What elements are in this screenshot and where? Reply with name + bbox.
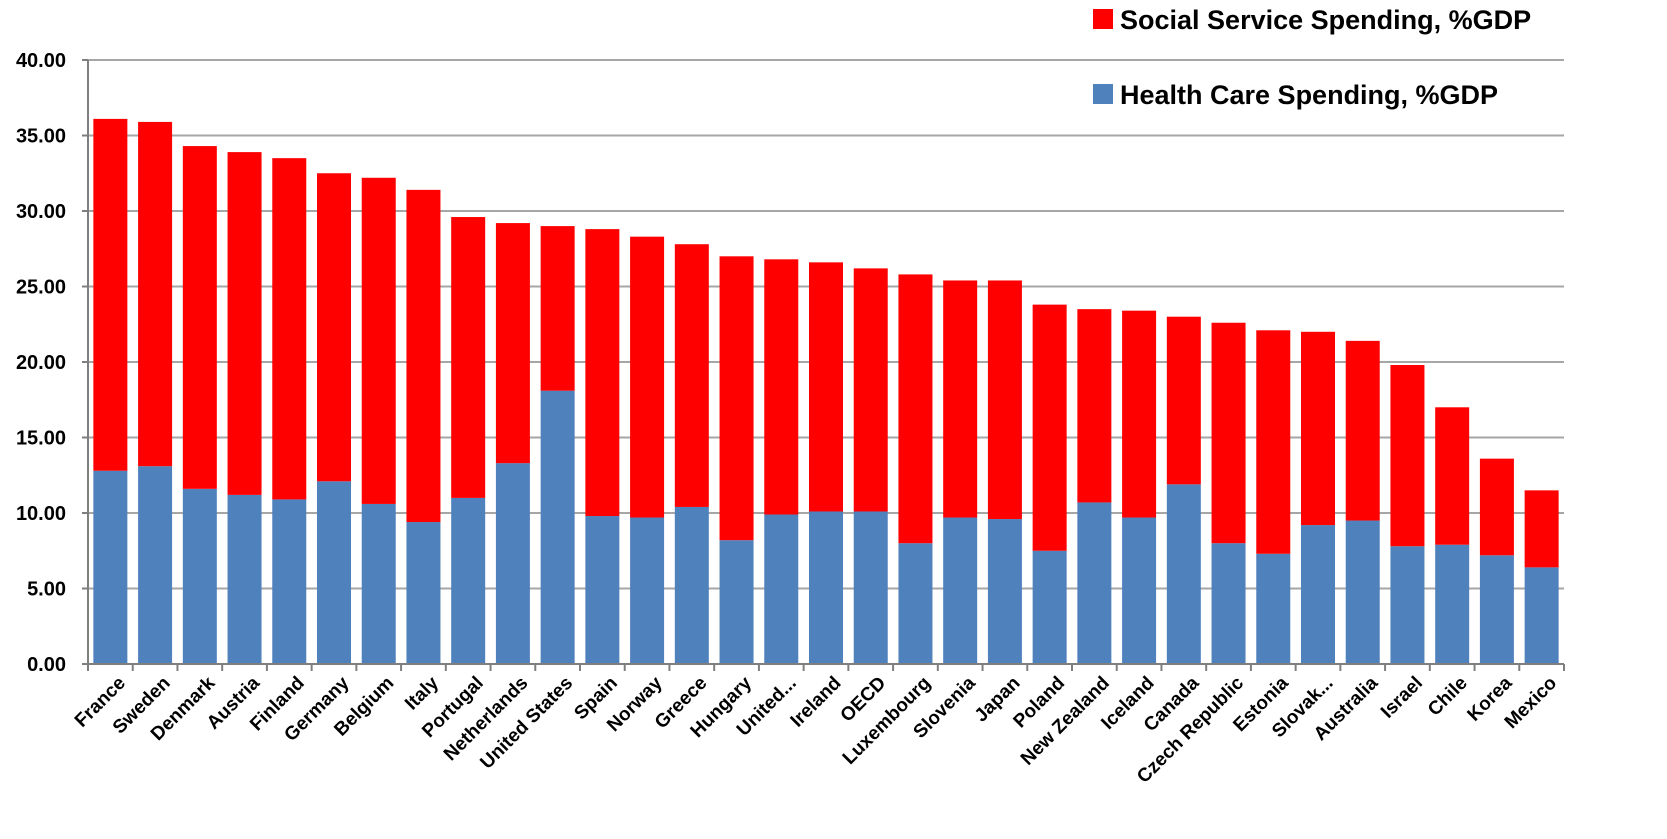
y-tick-label: 0.00 — [27, 654, 66, 676]
bar-health-care — [317, 481, 351, 664]
bar-social-service — [1166, 316, 1201, 485]
bar-social-service — [93, 118, 128, 471]
bar-social-service — [1390, 365, 1425, 547]
bar-social-service — [719, 256, 754, 541]
bar-social-service — [1032, 304, 1067, 551]
category-label: Chile — [1424, 673, 1472, 721]
bar-social-service — [317, 173, 351, 482]
bar-social-service — [1479, 458, 1514, 556]
bar-health-care — [1166, 484, 1201, 664]
bar-social-service — [853, 268, 888, 512]
bar-health-care — [406, 522, 441, 664]
bar-health-care — [898, 543, 933, 664]
bar-health-care — [495, 463, 530, 664]
bar-health-care — [1032, 550, 1067, 664]
bar-social-service — [1301, 331, 1335, 526]
axes — [82, 59, 1565, 671]
y-tick-label: 10.00 — [16, 503, 66, 525]
y-axis-ticks: 0.00 5.00 10.00 15.00 20.00 25.00 30.00 35.00 40… — [16, 50, 66, 676]
legend: Social Service Spending, %GDP Health Care… — [1093, 5, 1531, 110]
bar-social-service — [1524, 490, 1559, 568]
bar-health-care — [227, 494, 262, 664]
bar-health-care — [1122, 517, 1157, 664]
bar-health-care — [1479, 555, 1514, 664]
bar-health-care — [540, 390, 575, 664]
bar-health-care — [809, 511, 843, 664]
y-tick-label: 5.00 — [27, 579, 66, 601]
bar-health-care — [272, 499, 307, 664]
y-tick-label: 20.00 — [16, 352, 66, 374]
bar-social-service — [540, 226, 575, 391]
x-axis-labels: FranceSwedenDenmarkAustriaFinlandGermany… — [71, 672, 1561, 787]
bar-health-care — [1077, 502, 1112, 664]
y-tick-label: 25.00 — [16, 277, 66, 299]
y-tick-label: 35.00 — [16, 126, 66, 148]
y-tick-label: 30.00 — [16, 201, 66, 223]
bar-social-service — [1077, 309, 1112, 503]
bar-social-service — [451, 217, 486, 498]
bar-social-service — [272, 158, 307, 500]
bar-social-service — [361, 177, 396, 504]
bar-social-service — [406, 189, 441, 523]
bar-health-care — [138, 466, 173, 664]
bar-social-service — [630, 236, 665, 518]
bar-social-service — [585, 229, 620, 517]
bar-health-care — [451, 497, 486, 664]
bar-health-care — [987, 519, 1022, 664]
bar-social-service — [764, 259, 799, 515]
bar-social-service — [138, 121, 173, 467]
bar-health-care — [674, 506, 709, 664]
bar-health-care — [1211, 543, 1246, 664]
bar-social-service — [1256, 330, 1291, 554]
y-tick-label: 15.00 — [16, 428, 66, 450]
bar-health-care — [1301, 525, 1335, 664]
bar-social-service — [674, 244, 709, 507]
bars — [93, 118, 1559, 664]
bar-social-service — [898, 274, 933, 544]
bar-health-care — [93, 470, 128, 664]
bar-social-service — [182, 146, 217, 489]
legend-swatch — [1093, 84, 1113, 104]
bar-social-service — [809, 262, 843, 512]
bar-health-care — [719, 540, 754, 664]
bar-health-care — [1390, 546, 1425, 664]
bar-social-service — [943, 280, 978, 518]
category-label: Ireland — [787, 673, 846, 732]
bar-health-care — [1435, 544, 1470, 664]
bar-health-care — [943, 517, 978, 664]
legend-label: Social Service Spending, %GDP — [1120, 5, 1531, 35]
bar-social-service — [1122, 310, 1157, 518]
bar-health-care — [1256, 553, 1291, 664]
legend-label: Health Care Spending, %GDP — [1120, 80, 1498, 110]
y-tick-label: 40.00 — [16, 50, 66, 72]
category-label: Israel — [1377, 673, 1427, 723]
bar-health-care — [585, 516, 620, 664]
bar-health-care — [361, 503, 396, 664]
bar-health-care — [1524, 567, 1559, 664]
bar-social-service — [987, 280, 1022, 520]
bar-health-care — [764, 514, 799, 664]
bar-health-care — [1345, 520, 1380, 664]
bar-health-care — [630, 517, 665, 664]
bar-social-service — [1435, 407, 1470, 545]
bar-health-care — [853, 511, 888, 664]
legend-swatch — [1093, 9, 1113, 29]
bar-social-service — [1211, 322, 1246, 544]
bar-social-service — [495, 223, 530, 464]
bar-social-service — [1345, 340, 1380, 521]
bar-social-service — [227, 152, 262, 495]
bar-health-care — [182, 488, 217, 664]
